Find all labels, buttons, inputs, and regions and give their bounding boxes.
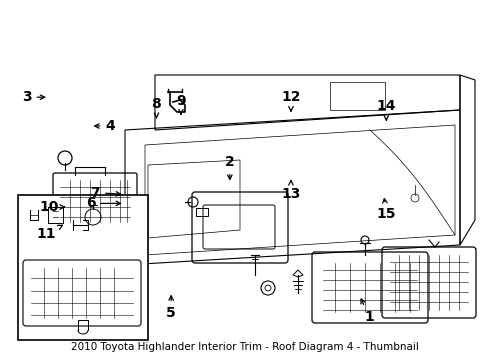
Text: 5: 5 <box>166 296 176 320</box>
Text: 3: 3 <box>22 90 44 104</box>
Text: 1: 1 <box>360 299 373 324</box>
Text: 8: 8 <box>151 98 161 118</box>
Text: 13: 13 <box>281 181 300 201</box>
Text: 14: 14 <box>376 99 395 120</box>
Bar <box>18 195 148 340</box>
Text: 7: 7 <box>90 186 120 199</box>
Text: 6: 6 <box>85 197 120 210</box>
Text: 12: 12 <box>281 90 300 111</box>
Text: 9: 9 <box>176 94 185 114</box>
Text: 15: 15 <box>376 199 395 221</box>
Text: 11: 11 <box>37 225 62 241</box>
Text: 10: 10 <box>39 200 64 214</box>
Bar <box>196 208 207 216</box>
Bar <box>329 82 384 110</box>
Text: 2010 Toyota Highlander Interior Trim - Roof Diagram 4 - Thumbnail: 2010 Toyota Highlander Interior Trim - R… <box>70 342 418 352</box>
Text: 4: 4 <box>95 119 115 133</box>
Text: 2: 2 <box>224 155 234 179</box>
